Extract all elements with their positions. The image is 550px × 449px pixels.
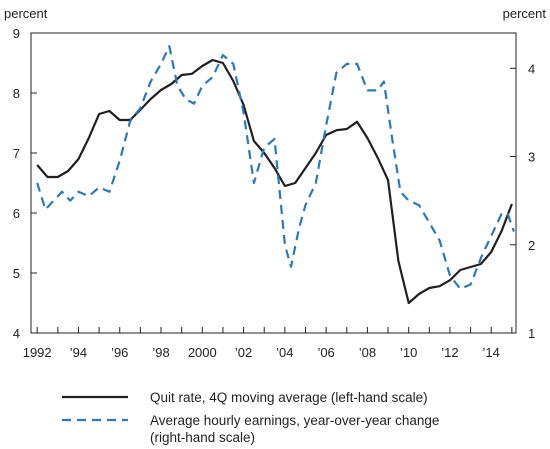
x-tick-label: ’96 bbox=[111, 345, 128, 360]
x-tick-label: ’04 bbox=[276, 345, 293, 360]
x-tick-label: ’06 bbox=[317, 345, 334, 360]
left-tick-label: 4 bbox=[13, 326, 20, 341]
left-tick-label: 6 bbox=[13, 206, 20, 221]
right-tick-label: 4 bbox=[528, 61, 535, 76]
x-axis: 1992 ’94 ’96 ’98 2000 ’02 ’04 ’06 ’08 ’10 ’12 ’14 bbox=[23, 327, 513, 360]
x-tick-label: ’14 bbox=[483, 345, 500, 360]
legend: Quit rate, 4Q moving average (left-hand … bbox=[62, 390, 443, 445]
x-tick-label: 1992 bbox=[23, 345, 52, 360]
left-tick-label: 5 bbox=[13, 266, 20, 281]
right-tick-label: 2 bbox=[528, 238, 535, 253]
x-tick-label: ’94 bbox=[70, 345, 87, 360]
series-layer bbox=[36, 45, 515, 305]
x-tick-label: ’12 bbox=[441, 345, 458, 360]
right-tick-label: 1 bbox=[528, 326, 535, 341]
series-line-quit-rate bbox=[36, 58, 513, 305]
right-axis-label: percent bbox=[503, 6, 547, 21]
x-tick-label: ’08 bbox=[359, 345, 376, 360]
plot-frame bbox=[30, 32, 517, 334]
series-line-hourly-earnings bbox=[36, 45, 515, 290]
x-tick-label: ’98 bbox=[152, 345, 169, 360]
legend-label-hourly-earnings-line-2: (right-hand scale) bbox=[150, 430, 255, 445]
left-axis: 4 5 6 7 8 9 bbox=[13, 26, 37, 341]
left-axis-label: percent bbox=[4, 6, 48, 21]
legend-label-quit-rate-line: Quit rate, 4Q moving average (left-hand … bbox=[150, 390, 428, 405]
right-axis: 1 2 3 4 bbox=[510, 61, 535, 341]
x-tick-label: ’10 bbox=[400, 345, 417, 360]
left-tick-label: 8 bbox=[13, 86, 20, 101]
x-tick-label: ’02 bbox=[235, 345, 252, 360]
right-tick-label: 3 bbox=[528, 150, 535, 165]
legend-label-quit-rate: Quit rate, 4Q moving average (left-hand … bbox=[150, 390, 428, 405]
left-tick-label: 7 bbox=[13, 146, 20, 161]
legend-label-hourly-earnings-line-1: Average hourly earnings, year-over-year … bbox=[150, 413, 439, 428]
x-tick-label: 2000 bbox=[188, 345, 217, 360]
legend-label-hourly-earnings: Average hourly earnings, year-over-year … bbox=[150, 413, 443, 445]
left-tick-label: 9 bbox=[13, 26, 20, 41]
